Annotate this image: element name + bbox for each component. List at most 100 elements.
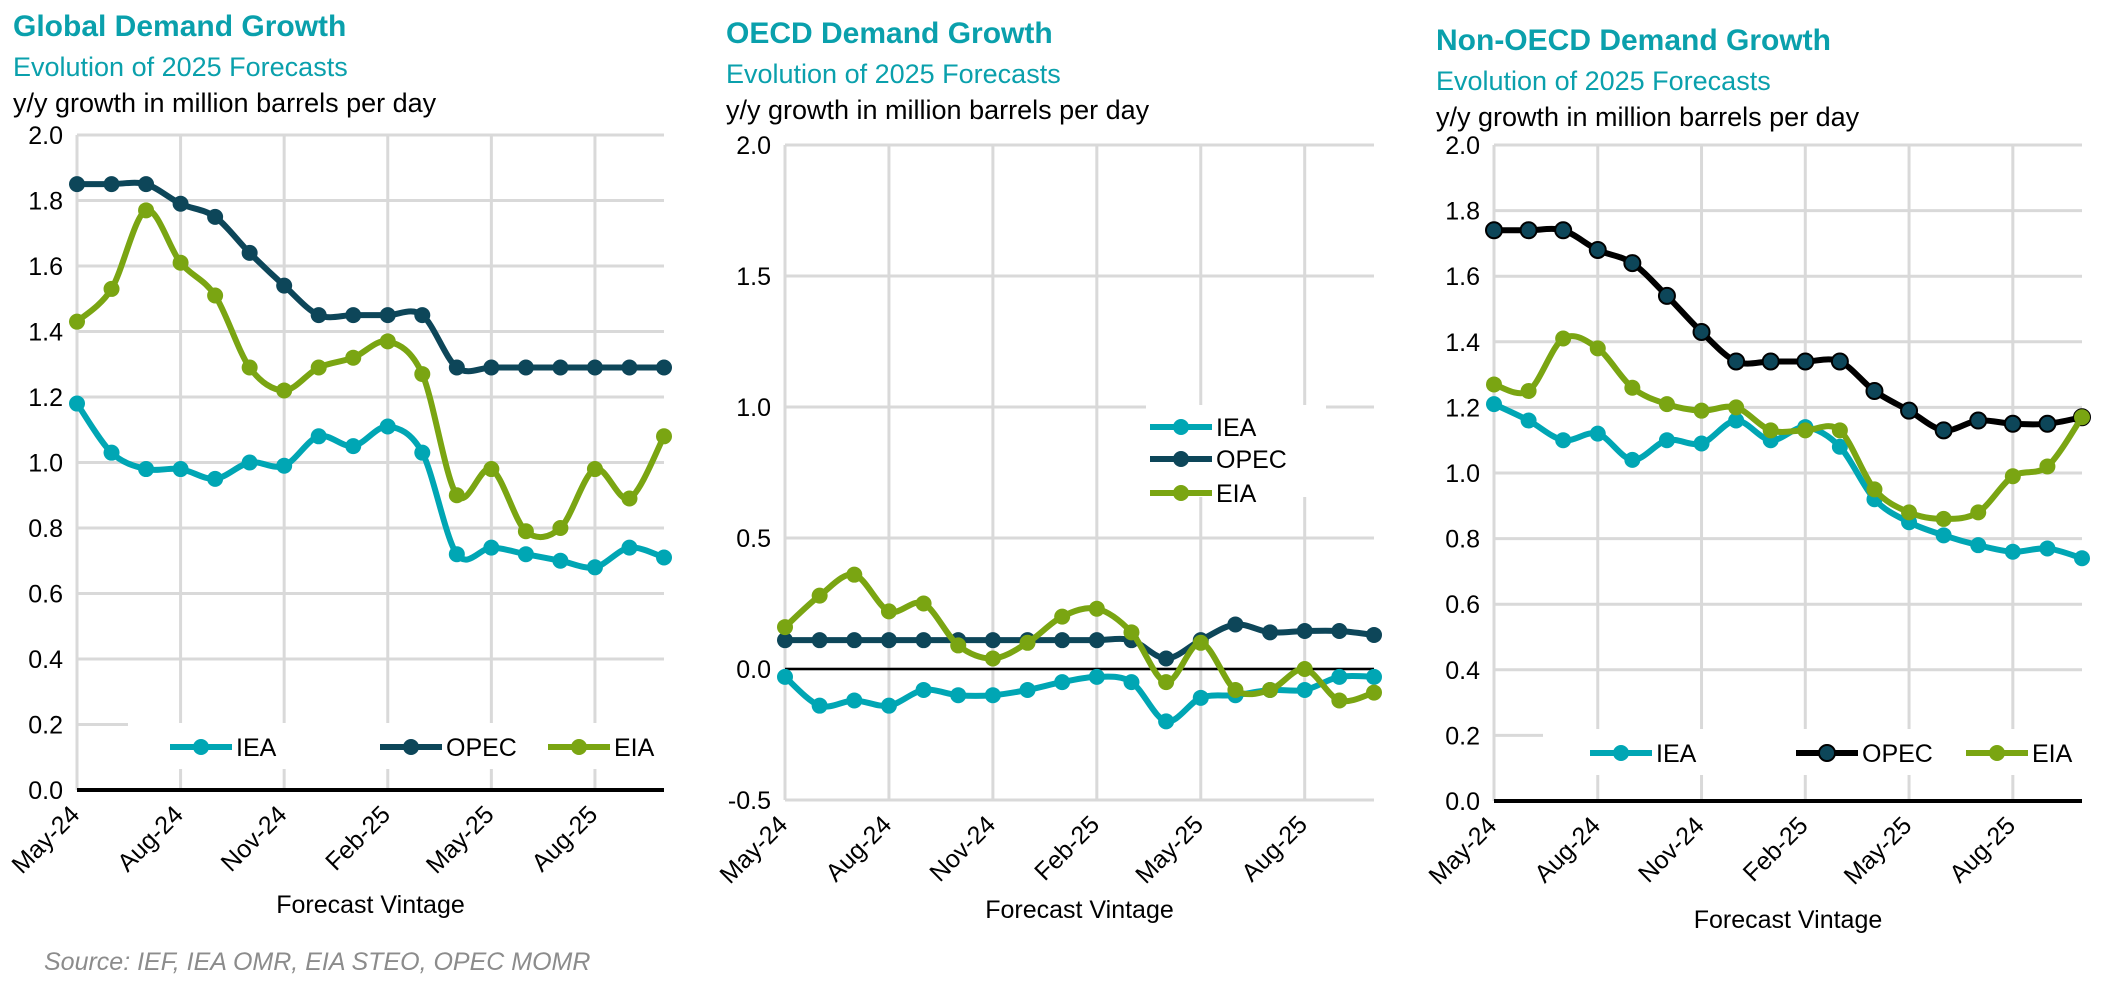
data-point-iea <box>1935 527 1952 544</box>
data-point-opec <box>379 307 396 324</box>
data-point-eia <box>1520 383 1537 399</box>
data-point-iea <box>1123 674 1140 691</box>
legend-marker <box>571 739 587 755</box>
data-point-opec <box>1657 286 1676 305</box>
y-tick-label: 0.8 <box>28 515 63 543</box>
data-point-iea <box>1658 432 1675 449</box>
y-tick-label: 1.6 <box>1445 263 1480 291</box>
data-point-eia <box>1762 422 1779 439</box>
series-iea <box>69 395 672 576</box>
legend-marker <box>1173 419 1189 435</box>
legend-item-iea: IEA <box>170 734 277 762</box>
data-point-opec <box>1969 411 1988 430</box>
data-point-iea <box>2004 543 2021 560</box>
data-point-opec <box>1588 240 1607 259</box>
data-point-eia <box>1658 396 1675 413</box>
legend-marker <box>1818 744 1836 762</box>
data-point-iea <box>1624 451 1641 468</box>
legend-item-eia: EIA <box>1150 480 1257 508</box>
data-point-eia <box>880 603 897 620</box>
data-point-eia <box>69 313 85 330</box>
x-tick-label: Feb-25 <box>1738 811 1814 887</box>
data-point-eia <box>811 587 828 604</box>
data-point-eia <box>414 366 431 383</box>
data-point-eia <box>1901 504 1918 521</box>
x-tick-label: May-24 <box>714 810 793 889</box>
y-tick-label: 0.6 <box>28 581 63 609</box>
data-point-iea <box>1019 681 1036 698</box>
data-point-opec <box>517 359 534 376</box>
y-tick-label: 0.4 <box>1445 657 1480 685</box>
data-point-opec <box>2003 414 2022 433</box>
data-point-eia <box>552 520 569 536</box>
series-line-eia <box>74 207 667 541</box>
data-point-opec <box>448 359 465 376</box>
y-tick-label: 0.0 <box>1445 788 1480 816</box>
x-tick-label: May-25 <box>421 800 500 879</box>
x-tick-label: May-25 <box>1839 811 1918 890</box>
chart-panel-1: 0.0 0.2 0.4 0.6 0.8 1.0 1.2 1.4 1.6 1.8 2.0 May-24 A… <box>6 122 672 919</box>
data-point-iea <box>811 697 828 714</box>
data-point-eia <box>1624 379 1641 396</box>
y-tick-label: 2.0 <box>28 122 63 150</box>
data-point-iea <box>1158 713 1175 730</box>
data-point-eia <box>1088 600 1105 617</box>
y-tick-label: 2.0 <box>736 132 771 160</box>
data-point-iea <box>880 697 897 714</box>
data-point-opec <box>1692 322 1711 341</box>
data-point-opec <box>880 632 897 649</box>
data-point-eia <box>1123 624 1140 641</box>
y-axis-label-global: y/y growth in million barrels per day <box>13 88 437 118</box>
data-point-eia <box>1158 674 1175 691</box>
legend-marker <box>193 739 209 755</box>
x-tick-label: May-24 <box>6 800 85 879</box>
data-point-eia <box>483 461 500 478</box>
data-point-opec <box>811 632 828 649</box>
data-point-opec <box>69 176 85 193</box>
series-line-iea <box>1492 401 2083 562</box>
data-point-opec <box>172 195 189 212</box>
data-point-opec <box>777 632 793 649</box>
data-point-iea <box>2074 550 2090 567</box>
data-point-opec <box>1331 623 1348 640</box>
legend-label: OPEC <box>446 734 517 762</box>
legend-item-eia: EIA <box>548 734 655 762</box>
data-point-eia <box>656 428 672 445</box>
x-tick-label: Nov-24 <box>216 800 293 877</box>
y-tick-label: 1.2 <box>28 384 63 412</box>
x-tick-label: Aug-24 <box>1529 811 1606 888</box>
legend-label: EIA <box>1216 480 1257 508</box>
x-axis-label: Forecast Vintage <box>985 896 1174 924</box>
y-tick-label: 0.0 <box>736 656 771 684</box>
legend-label: OPEC <box>1862 740 1933 768</box>
data-point-opec <box>1865 382 1884 400</box>
y-tick-label: 0.8 <box>1445 526 1480 554</box>
data-point-iea <box>1693 435 1710 452</box>
data-point-eia <box>172 254 189 271</box>
data-point-opec <box>103 176 120 193</box>
legend-marker <box>1173 485 1189 501</box>
data-point-eia <box>1970 504 1987 521</box>
y-tick-label: 1.4 <box>1445 329 1480 357</box>
data-point-opec <box>310 307 327 324</box>
data-point-eia <box>846 566 863 583</box>
y-tick-label: 0.2 <box>1445 722 1480 750</box>
series-line-opec <box>785 621 1375 662</box>
legend-item-opec: OPEC <box>380 734 517 762</box>
data-point-iea <box>345 438 362 455</box>
data-point-iea <box>1054 674 1071 691</box>
data-point-iea <box>207 470 224 487</box>
data-point-opec <box>1088 632 1105 649</box>
x-tick-label: Nov-24 <box>924 810 1001 887</box>
series-line-opec <box>77 179 664 375</box>
data-point-opec <box>2038 414 2057 433</box>
data-point-eia <box>2039 458 2056 475</box>
data-point-opec <box>207 208 224 225</box>
data-point-eia <box>1589 340 1606 357</box>
chart-subtitle-nonoecd: Evolution of 2025 Forecasts <box>1436 66 1771 96</box>
data-point-iea <box>379 418 396 435</box>
series-opec <box>777 616 1382 667</box>
data-point-eia <box>1296 661 1313 677</box>
legend-label: OPEC <box>1216 446 1287 474</box>
data-point-opec <box>1262 624 1279 641</box>
